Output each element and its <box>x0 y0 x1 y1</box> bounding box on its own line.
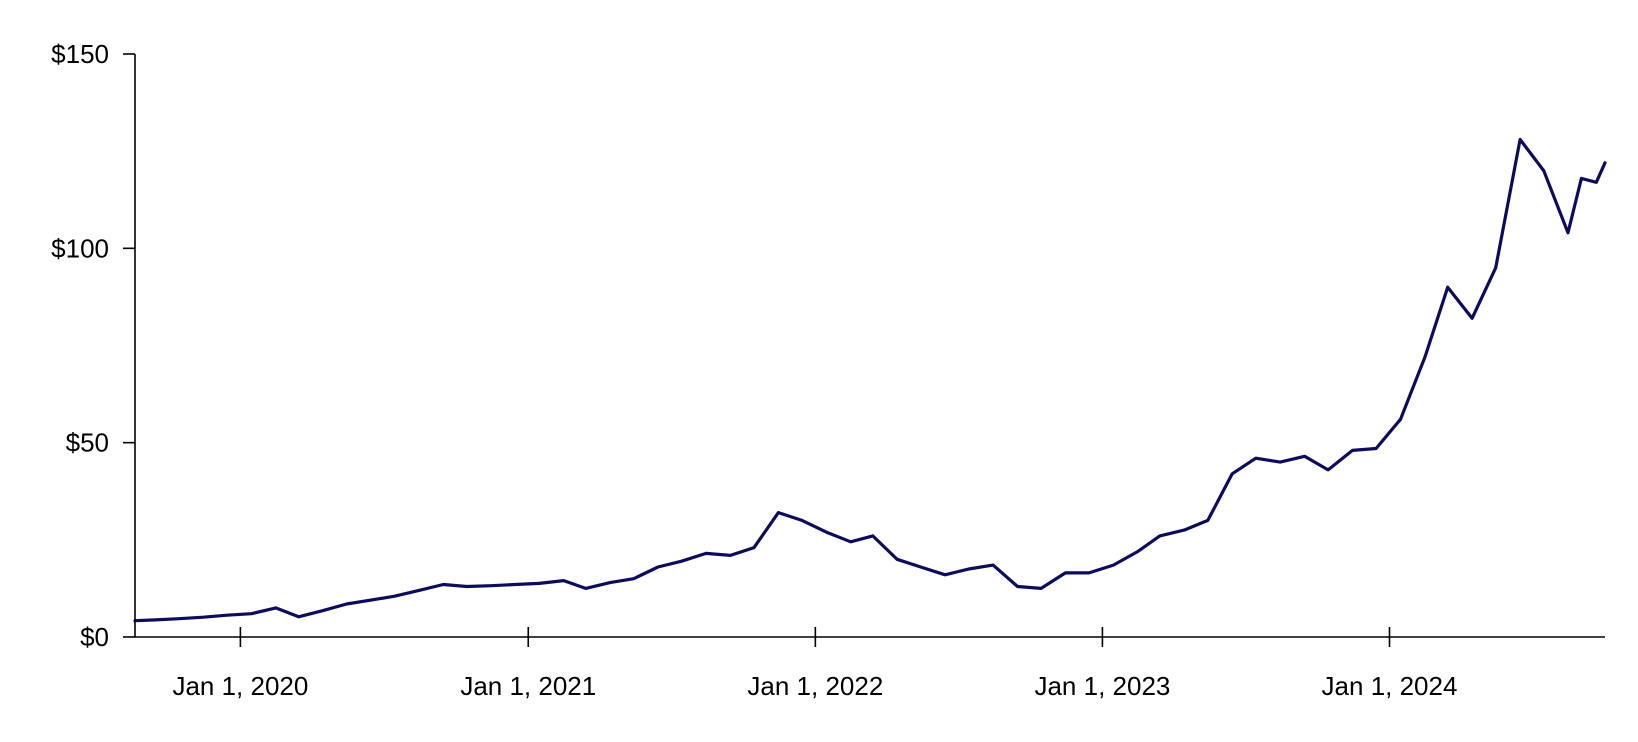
y-tick-label: $100 <box>51 233 109 263</box>
series-layer <box>133 137 1607 623</box>
x-tick-label: Jan 1, 2024 <box>1322 671 1458 701</box>
price-series-line <box>133 137 1607 623</box>
y-axis-ticks: $0 $50 $100 $150 <box>51 39 135 652</box>
x-axis-ticks: Jan 1, 2020 Jan 1, 2021 Jan 1, 2022 Jan 1, … <box>172 627 1457 701</box>
y-tick-label: $150 <box>51 39 109 69</box>
x-tick-label: Jan 1, 2023 <box>1034 671 1170 701</box>
x-tick-label: Jan 1, 2022 <box>747 671 883 701</box>
x-tick-label: Jan 1, 2021 <box>460 671 596 701</box>
y-tick-label: $0 <box>80 622 109 652</box>
y-tick-label: $50 <box>66 428 109 458</box>
x-tick-label: Jan 1, 2020 <box>172 671 308 701</box>
